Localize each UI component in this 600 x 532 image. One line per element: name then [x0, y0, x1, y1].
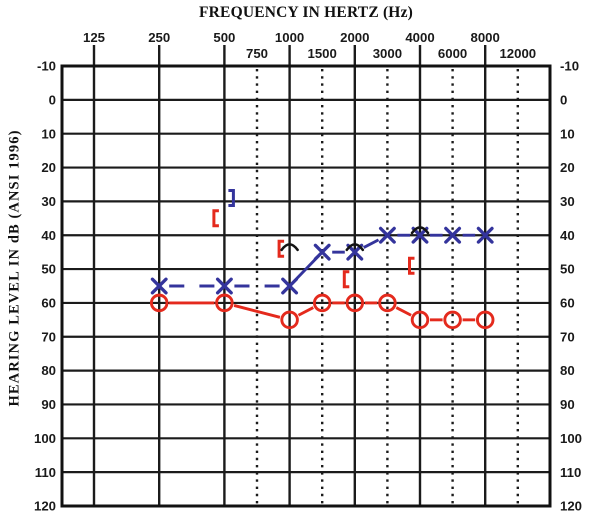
series-line-segment [395, 306, 412, 317]
left-ear-x-marker [281, 277, 299, 295]
y-tick-label-left: 30 [41, 194, 56, 209]
right-ear-o-marker [280, 310, 299, 330]
y-tick-label-right: 40 [560, 228, 575, 243]
left-ear-x-marker [476, 226, 494, 244]
y-tick-label-right: 10 [560, 126, 575, 141]
y-tick-label-left: 60 [41, 296, 56, 311]
x-tick-label-octave: 4000 [405, 30, 434, 45]
right-bone-bracket-marker [342, 270, 350, 289]
x-tick-label-octave: 125 [83, 30, 105, 45]
y-tick-label-right: 30 [560, 194, 575, 209]
y-tick-label-left: 50 [41, 262, 56, 277]
left-ear-x-marker [215, 277, 233, 295]
y-tick-label-right: 90 [560, 397, 575, 412]
bone-caret-marker [345, 243, 365, 252]
x-tick-label-octave: 2000 [340, 30, 369, 45]
left-ear-x-marker [378, 226, 396, 244]
y-tick-label-left: 0 [49, 92, 56, 107]
y-tick-label-right: 70 [560, 329, 575, 344]
y-tick-label-right: -10 [560, 59, 579, 74]
y-tick-label-left: 80 [41, 363, 56, 378]
y-tick-label-right: 80 [560, 363, 575, 378]
y-tick-label-left: -10 [37, 59, 56, 74]
bone-caret-marker [280, 243, 299, 252]
left-ear-x-marker [313, 243, 331, 261]
x-tick-label-interoctave: 6000 [438, 46, 467, 61]
y-tick-label-right: 60 [560, 296, 575, 311]
y-tick-label-right: 110 [560, 465, 581, 480]
y-tick-label-left: 100 [34, 431, 56, 446]
y-tick-label-left: 20 [41, 160, 56, 175]
y-tick-label-right: 100 [560, 431, 582, 446]
left-ear-x-marker [150, 277, 168, 295]
right-ear-o-marker [410, 310, 430, 330]
x-tick-label-octave: 8000 [471, 30, 500, 45]
series-line-segment [295, 258, 317, 280]
right-ear-o-marker [149, 293, 169, 313]
right-bone-bracket-marker [408, 256, 415, 275]
y-tick-label-left: 10 [41, 126, 56, 141]
x-axis-title: FREQUENCY IN HERTZ (Hz) [198, 4, 414, 21]
series-line-segment [297, 306, 314, 317]
y-tick-label-left: 110 [35, 465, 56, 480]
right-ear-o-marker [215, 293, 234, 313]
y-tick-label-right: 50 [560, 262, 575, 277]
series-line-segment [233, 304, 281, 319]
y-tick-label-left: 70 [41, 329, 56, 344]
x-tick-label-interoctave: 1500 [308, 46, 337, 61]
y-tick-label-left: 90 [41, 397, 56, 412]
right-ear-o-marker [443, 310, 462, 330]
y-tick-label-right: 20 [560, 160, 575, 175]
right-bone-bracket-marker [277, 239, 285, 258]
x-tick-label-octave: 500 [213, 30, 235, 45]
right-ear-o-marker [378, 293, 397, 313]
plot-border [60, 64, 552, 508]
y-tick-label-left: 40 [41, 228, 56, 243]
right-ear-o-marker [312, 293, 332, 313]
series-line-segment [363, 238, 380, 249]
y-tick-label-right: 0 [560, 92, 567, 107]
x-tick-label-octave: 1000 [275, 30, 304, 45]
y-tick-label-right: 120 [560, 499, 582, 514]
right-ear-o-marker [345, 293, 365, 313]
left-ear-x-marker [444, 226, 462, 244]
x-tick-label-interoctave: 12000 [499, 46, 536, 61]
right-bone-bracket-marker [212, 209, 219, 228]
x-tick-label-octave: 250 [148, 30, 170, 45]
x-tick-label-interoctave: 3000 [373, 46, 402, 61]
bone-caret-marker [410, 226, 430, 235]
left-bone-bracket-marker [228, 189, 235, 207]
right-ear-o-marker [475, 310, 495, 330]
y-tick-label-left: 120 [34, 499, 56, 514]
x-tick-label-interoctave: 750 [246, 46, 268, 61]
